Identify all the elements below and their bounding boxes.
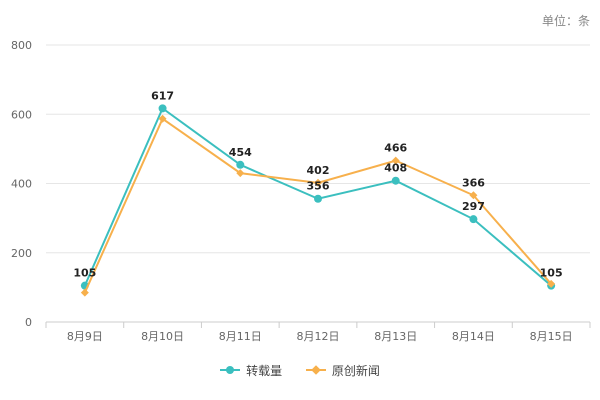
x-tick-label: 8月15日 xyxy=(530,330,573,343)
data-point-diamond xyxy=(391,156,400,165)
data-label: 454 xyxy=(229,146,252,159)
data-point-diamond xyxy=(469,191,478,200)
x-tick-label: 8月10日 xyxy=(141,330,184,343)
x-tick-label: 8月9日 xyxy=(67,330,103,343)
legend-item-original[interactable]: 原创新闻 xyxy=(305,362,380,379)
legend-marker-circle xyxy=(226,366,235,374)
data-point-diamond xyxy=(314,178,322,187)
data-point-circle xyxy=(391,176,400,185)
legend-item-reprint[interactable]: 转载量 xyxy=(220,362,282,379)
y-tick-label: 400 xyxy=(11,178,32,191)
data-label: 105 xyxy=(540,267,563,280)
y-tick-label: 200 xyxy=(11,247,32,260)
data-point-circle xyxy=(236,160,245,169)
legend-marker-diamond xyxy=(311,365,321,375)
data-label: 105 xyxy=(73,267,96,280)
legend-label-reprint: 转载量 xyxy=(246,363,283,378)
data-label: 297 xyxy=(462,200,485,213)
x-tick-label: 8月11日 xyxy=(219,330,262,343)
x-tick-label: 8月13日 xyxy=(374,330,417,343)
data-point-circle xyxy=(314,194,322,203)
unit-label: 单位：条 xyxy=(541,14,590,28)
data-point-diamond xyxy=(158,114,167,123)
x-tick-label: 8月14日 xyxy=(452,330,495,343)
legend-swatch-original xyxy=(305,365,326,375)
data-label: 466 xyxy=(384,142,407,155)
data-point-diamond xyxy=(236,169,245,178)
data-point-circle xyxy=(469,215,478,224)
data-label: 356 xyxy=(307,180,330,193)
data-label: 617 xyxy=(151,89,174,102)
data-label: 402 xyxy=(307,164,330,177)
data-point-circle xyxy=(158,104,167,113)
data-label: 366 xyxy=(462,176,485,189)
data-point-diamond xyxy=(80,288,89,297)
data-point-diamond xyxy=(547,279,556,288)
legend: 转载量 原创新闻 xyxy=(0,360,600,379)
legend-label-original: 原创新闻 xyxy=(331,363,380,378)
y-tick-label: 0 xyxy=(25,316,32,329)
y-tick-label: 800 xyxy=(11,39,32,52)
legend-swatch-reprint xyxy=(220,366,241,374)
x-tick-label: 8月12日 xyxy=(297,330,340,343)
data-label: 408 xyxy=(384,162,407,175)
y-tick-label: 600 xyxy=(11,108,32,121)
